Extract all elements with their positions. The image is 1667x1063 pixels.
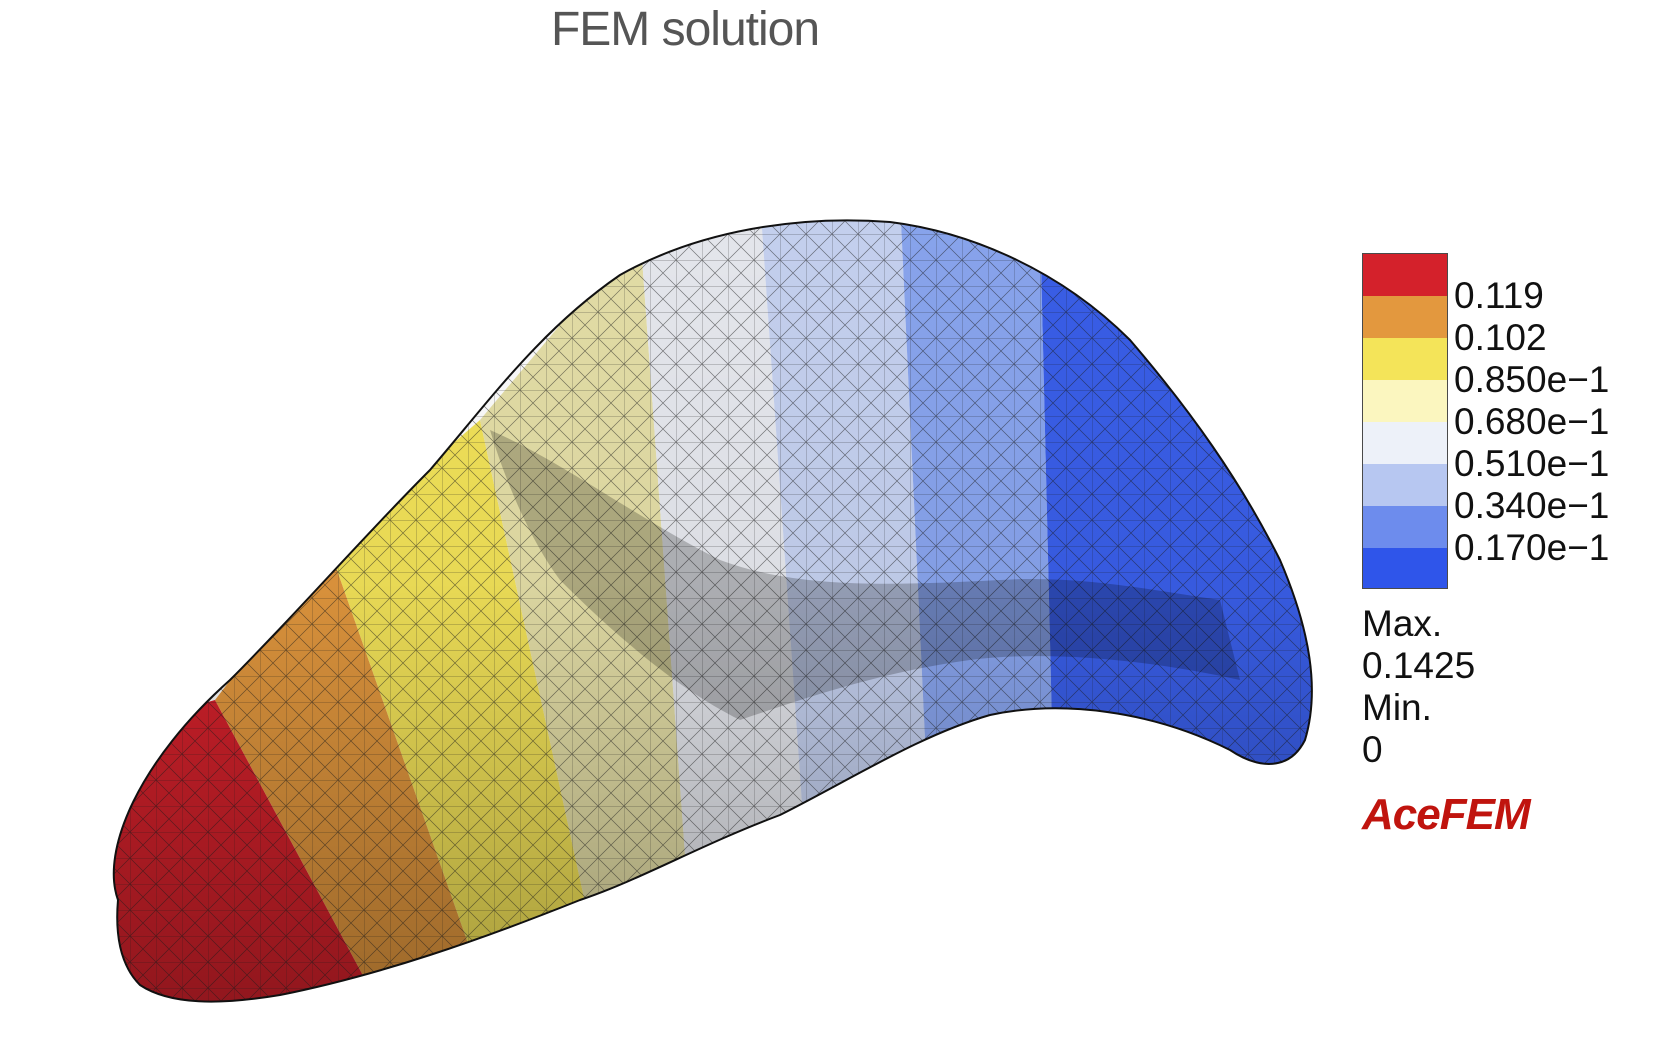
legend-swatch (1363, 380, 1447, 422)
legend-label: 0.119 (1454, 275, 1544, 316)
legend-swatch (1363, 296, 1447, 338)
legend-label: 0.170e−1 (1454, 527, 1610, 568)
legend-label: 0.680e−1 (1454, 401, 1610, 442)
legend-label: 0.102 (1454, 317, 1547, 358)
legend-swatch (1363, 338, 1447, 380)
plot-title: FEM solution (550, 3, 820, 56)
max-label: Max. (1362, 603, 1443, 644)
color-bands (113, 220, 1312, 1002)
legend-swatch (1363, 506, 1447, 548)
min-label: Min. (1362, 687, 1432, 728)
legend-swatch (1363, 254, 1447, 296)
acefem-logo: AceFEM (1362, 790, 1531, 839)
min-value: 0 (1362, 729, 1383, 770)
max-value: 0.1425 (1362, 645, 1476, 686)
legend-swatch (1363, 422, 1447, 464)
legend-label: 0.510e−1 (1454, 443, 1610, 484)
legend-labels: 0.119 0.102 0.850e−1 0.680e−1 0.510e−1 0… (1454, 275, 1609, 569)
legend-label: 0.340e−1 (1454, 485, 1610, 526)
min-max-stats: Max. 0.1425 Min. 0 (1362, 603, 1475, 771)
legend-label: 0.850e−1 (1454, 359, 1610, 400)
legend-swatch (1363, 548, 1447, 588)
inner-ridge-shadow (490, 430, 1240, 720)
legend-colorbar (1362, 253, 1448, 589)
fem-mesh-surface (112, 219, 1313, 1003)
legend-swatch (1363, 464, 1447, 506)
